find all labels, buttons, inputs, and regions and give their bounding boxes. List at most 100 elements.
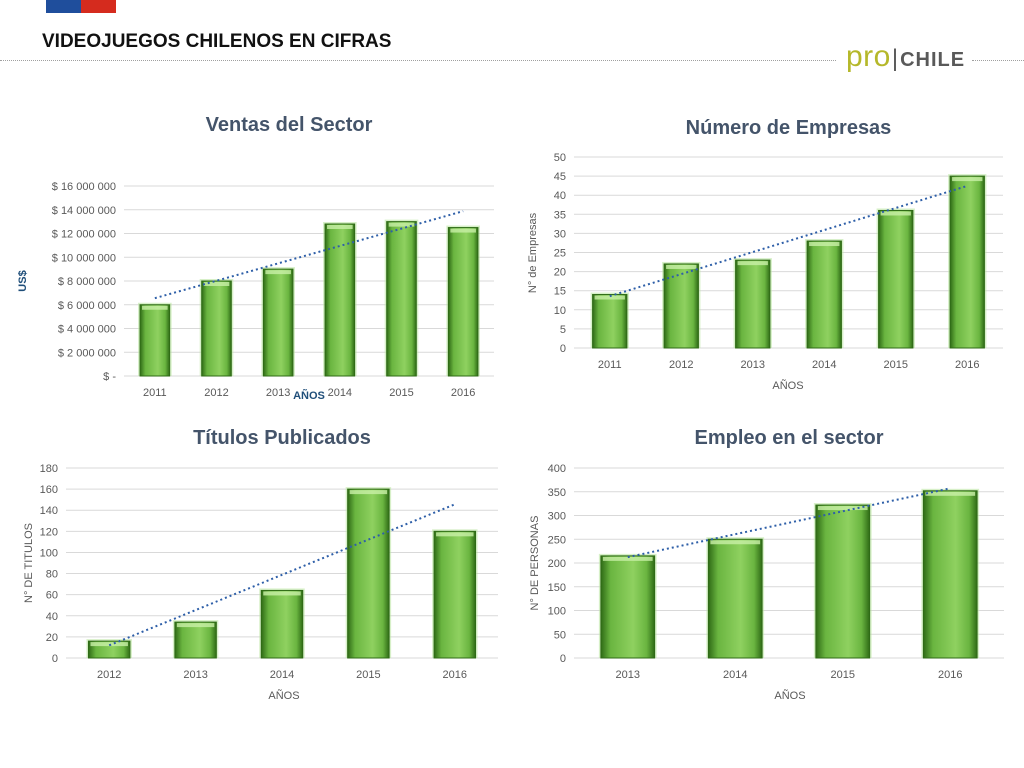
bar [139,304,171,377]
bar [262,268,294,377]
bar [922,490,978,659]
trendline [154,210,464,300]
logo-chile-text: CHILE [900,49,966,71]
chart-empleo-sector-svg: Empleo en el sector 0 50 100 150 200 250 300 350… [529,427,1004,702]
bar [433,530,477,659]
y-tick-label: 250 [548,534,566,546]
x-tick-label: 2014 [328,387,352,399]
y-tick-label: 40 [554,190,566,202]
bar [878,209,914,349]
y-tick-label: 300 [548,511,566,523]
bar-highlight [666,264,697,269]
bar [447,227,479,377]
y-tick-label: $ 8 000 000 [58,276,116,288]
flag-red-block [81,0,116,13]
y-tick-label: 120 [40,526,58,538]
x-tick-label: 2013 [616,669,640,681]
chart-title: Número de Empresas [686,117,892,139]
y-tick-label: $ 6 000 000 [58,300,116,312]
flag-blue-block [46,0,81,13]
bar [386,221,417,377]
bar [815,504,871,659]
y-tick-label: $ 10 000 000 [52,252,116,264]
y-tick-label: 350 [548,487,566,499]
y-tick-label: 100 [40,547,58,559]
y-tick-label: 0 [560,343,566,355]
x-tick-label: 2013 [183,669,207,681]
y-tick-label: 20 [46,632,58,644]
chart-ventas-sector-svg: Ventas del Sector $ - $ 2 000 000 $ 4 000 0… [17,114,494,402]
y-tick-label: 0 [560,653,566,665]
x-tick-label: 2014 [723,669,747,681]
bar [260,589,304,659]
x-tick-label: 2013 [266,387,290,399]
chart-ventas-sector: Ventas del Sector $ - $ 2 000 000 $ 4 000 0… [14,104,510,414]
header-divider-right [972,60,1024,61]
y-tick-label: $ 12 000 000 [52,229,116,241]
bar-highlight [817,506,868,511]
bar [174,621,217,659]
x-tick-label: 2014 [812,359,836,371]
chart-title: Ventas del Sector [206,114,373,136]
logo-separator: | [891,45,899,72]
y-tick-label: 60 [46,590,58,602]
x-tick-label: 2013 [741,359,765,371]
y-tick-label: 50 [554,629,566,641]
bar [324,223,356,377]
y-axis-label: N° de Empresas [527,212,539,293]
x-tick-label: 2012 [204,387,228,399]
y-tick-label: 5 [560,324,566,336]
x-tick-label: 2011 [143,387,167,399]
x-tick-label: 2014 [270,669,294,681]
bar-highlight [263,591,301,596]
bar-highlight [327,225,353,229]
y-tick-label: $ 16 000 000 [52,181,116,193]
y-tick-label: 140 [40,505,58,517]
bar [663,263,699,349]
y-tick-label: 200 [548,558,566,570]
bar [949,175,985,349]
logo-pro-text: pro [846,40,891,73]
chart-numero-empresas-svg: Número de Empresas 0 5 10 15 20 25 30 35 40 45 50 20… [527,117,1003,392]
y-tick-label: $ 4 000 000 [58,324,116,336]
y-tick-label: 45 [554,171,566,183]
y-tick-label: 400 [548,463,566,475]
chart-title: Empleo en el sector [695,427,884,449]
bar [707,538,763,659]
y-tick-label: 40 [46,611,58,623]
chart-titulos-publicados: Títulos Publicados 0 20 40 60 80 100 120 140 160 1… [14,418,510,708]
page-title: VIDEOJUEGOS CHILENOS EN CIFRAS [42,31,392,52]
prochile-logo: pro | CHILE [846,40,976,76]
y-tick-label: 15 [554,286,566,298]
x-tick-label: 2016 [451,387,475,399]
x-tick-label: 2015 [389,387,413,399]
x-axis-label: AÑOS [293,389,325,402]
bar-highlight [809,242,840,247]
y-tick-label: 100 [548,606,566,618]
y-tick-label: 10 [554,305,566,317]
y-tick-label: 160 [40,484,58,496]
y-axis-label: US$ [17,270,29,291]
trendline [627,487,951,559]
bar-highlight [594,295,625,300]
x-tick-label: 2016 [955,359,979,371]
x-tick-label: 2015 [884,359,908,371]
bar-highlight [265,270,291,275]
chart-title: Títulos Publicados [193,427,371,449]
y-tick-label: $ 2 000 000 [58,347,116,359]
bar-highlight [602,556,653,561]
bar [592,294,628,349]
x-axis-label: AÑOS [268,689,299,702]
y-tick-label: $ 14 000 000 [52,205,116,217]
y-axis-label: N° DE TITULOS [23,523,35,603]
y-tick-label: 50 [554,152,566,164]
bar [600,555,656,659]
y-tick-label: 25 [554,248,566,260]
bar-highlight [176,623,215,628]
bar-highlight [710,540,761,545]
chile-flag-stripe [46,0,116,13]
y-tick-label: 20 [554,267,566,279]
x-tick-label: 2012 [97,669,121,681]
chart-titulos-publicados-svg: Títulos Publicados 0 20 40 60 80 100 120 140 160 1… [23,427,498,702]
bar-highlight [388,222,415,227]
